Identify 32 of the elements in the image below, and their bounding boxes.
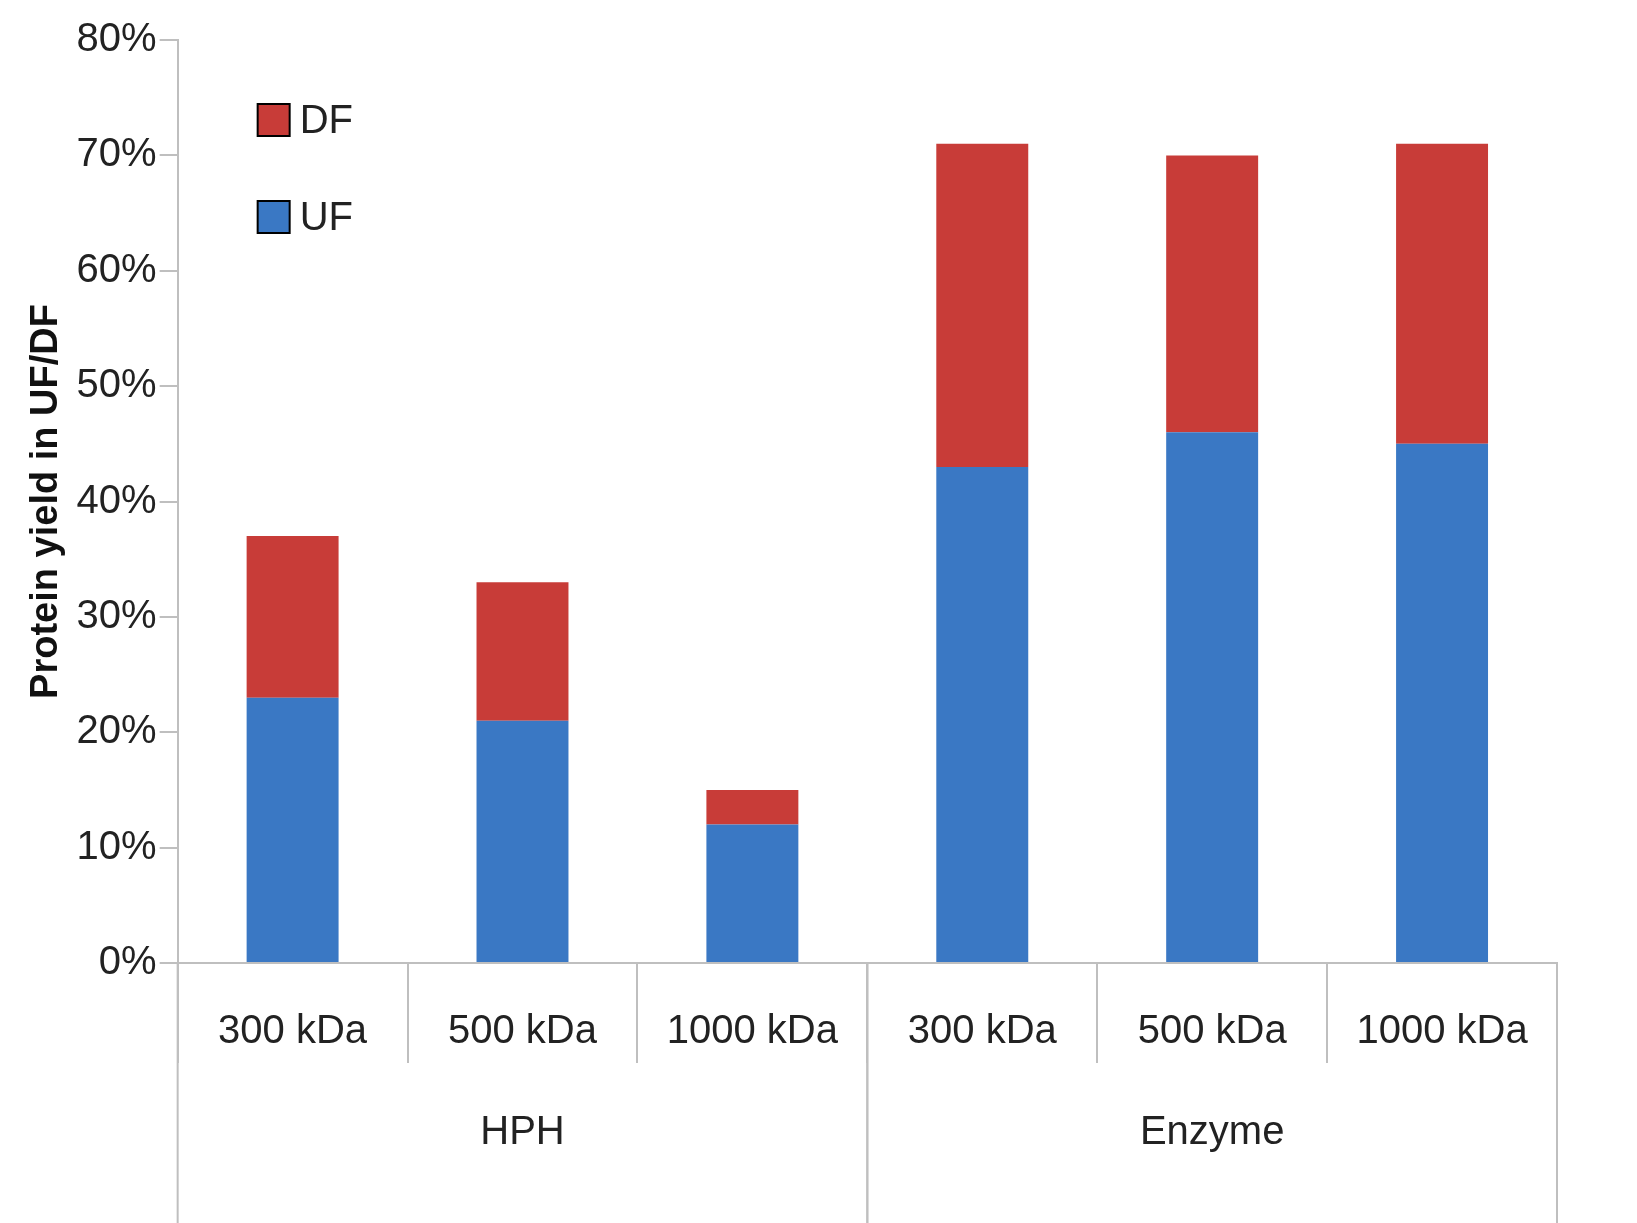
x-tick-label: 300 kDa — [907, 1007, 1058, 1052]
legend-label: DF — [299, 97, 353, 142]
legend-label: UF — [299, 194, 353, 239]
y-tick-label: 0% — [98, 938, 157, 983]
text: HPH — [480, 1108, 565, 1153]
y-axis-title: Protein yield in UF/DF — [23, 304, 66, 699]
bar — [246, 536, 339, 698]
x-tick-label: 1000 kDa — [1356, 1007, 1529, 1052]
bar — [936, 143, 1029, 467]
y-tick-label: 50% — [76, 361, 157, 406]
x-tick-label: 500 kDa — [1137, 1007, 1288, 1052]
y-tick-label: 80% — [76, 15, 157, 60]
bar — [246, 697, 339, 962]
bar — [476, 720, 569, 962]
y-tick-label: 60% — [76, 245, 157, 290]
text: Enzyme — [1139, 1108, 1285, 1153]
y-tick-label: 70% — [76, 130, 157, 175]
x-tick-label: 300 kDa — [218, 1007, 368, 1052]
y-tick-label: 40% — [76, 476, 157, 521]
bar — [1166, 155, 1259, 433]
bar — [936, 466, 1029, 962]
x-tick-label: 1000 kDa — [666, 1007, 839, 1052]
x-tick-label: 500 kDa — [448, 1007, 598, 1052]
bar — [1396, 443, 1489, 962]
bar — [706, 824, 799, 962]
y-tick-label: 10% — [76, 822, 157, 867]
bar — [706, 789, 799, 825]
bar — [1396, 143, 1489, 444]
y-tick-label: 20% — [76, 707, 157, 752]
bar — [476, 582, 569, 721]
bar — [1166, 432, 1259, 962]
y-tick-label: 30% — [76, 591, 157, 636]
